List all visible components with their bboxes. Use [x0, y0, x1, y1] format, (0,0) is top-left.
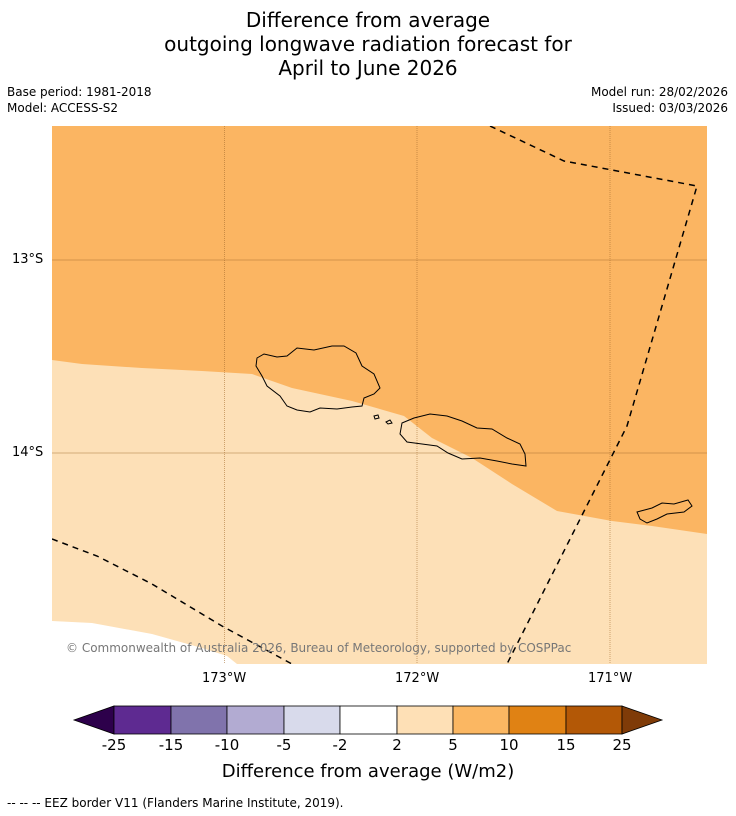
lat-label-13s: 13°S	[12, 252, 44, 267]
colorbar-tick: -25	[101, 736, 127, 754]
lat-label-14s: 14°S	[12, 445, 44, 460]
eez-legend-note: -- -- -- EEZ border V11 (Flanders Marine…	[7, 796, 344, 810]
base-period: Base period: 1981-2018	[7, 85, 152, 99]
colorbar-tick: -5	[276, 736, 292, 754]
island-savaii	[255, 345, 381, 413]
colorbar-label: Difference from average (W/m2)	[221, 761, 515, 782]
colorbar-extend-high	[621, 705, 664, 735]
lon-label-173w: 173°W	[202, 671, 247, 686]
colorbar-bin-5	[339, 705, 398, 735]
colorbar-extend-low	[72, 705, 115, 735]
colorbar-tick: 15	[556, 736, 576, 754]
colorbar-bin-6	[396, 705, 454, 735]
region-5-to-10	[52, 126, 707, 534]
islet-apolima	[373, 414, 380, 420]
island-upolu	[399, 413, 527, 467]
colorbar-bin-4	[283, 705, 341, 735]
colorbar-bin-1	[113, 705, 172, 735]
model-run: Model run: 28/02/2026	[590, 85, 728, 99]
colorbar-tick: 10	[499, 736, 519, 754]
copyright-notice: © Commonwealth of Australia 2026, Bureau…	[66, 641, 572, 655]
model-name: Model: ACCESS-S2	[7, 101, 119, 115]
islet-manono	[385, 419, 393, 425]
title-line-1: Difference from average	[245, 8, 491, 32]
colorbar	[72, 705, 664, 735]
colorbar-bin-9	[565, 705, 623, 735]
gridlines	[52, 126, 707, 664]
eez-border-east	[489, 126, 698, 664]
colorbar-tick: -2	[332, 736, 348, 754]
chart-title: Difference from average outgoing longwav…	[0, 8, 736, 80]
lon-label-171w: 171°W	[588, 671, 633, 686]
islands	[255, 345, 693, 524]
colorbar-tick: -10	[214, 736, 240, 754]
colorbar-tick: 5	[448, 736, 458, 754]
meta-left: Base period: 1981-2018 Model: ACCESS-S2	[7, 84, 152, 116]
colorbar-bin-8	[508, 705, 567, 735]
colorbar-tick: -15	[158, 736, 184, 754]
colorbar-bin-2	[170, 705, 228, 735]
eez-borders	[52, 126, 698, 664]
forecast-map	[52, 126, 707, 664]
meta-right: Model run: 28/02/2026 Issued: 03/03/2026	[591, 84, 728, 116]
issued-date: Issued: 03/03/2026	[612, 101, 728, 115]
region-white-edge	[52, 621, 237, 664]
colorbar-bin-3	[226, 705, 285, 735]
lon-label-172w: 172°W	[395, 671, 440, 686]
title-line-2: outgoing longwave radiation forecast for	[164, 32, 572, 56]
colorbar-tick: 2	[392, 736, 402, 754]
colorbar-bin-7	[452, 705, 510, 735]
colorbar-tick: 25	[612, 736, 632, 754]
title-line-3: April to June 2026	[278, 56, 458, 80]
island-tutuila	[636, 499, 693, 524]
